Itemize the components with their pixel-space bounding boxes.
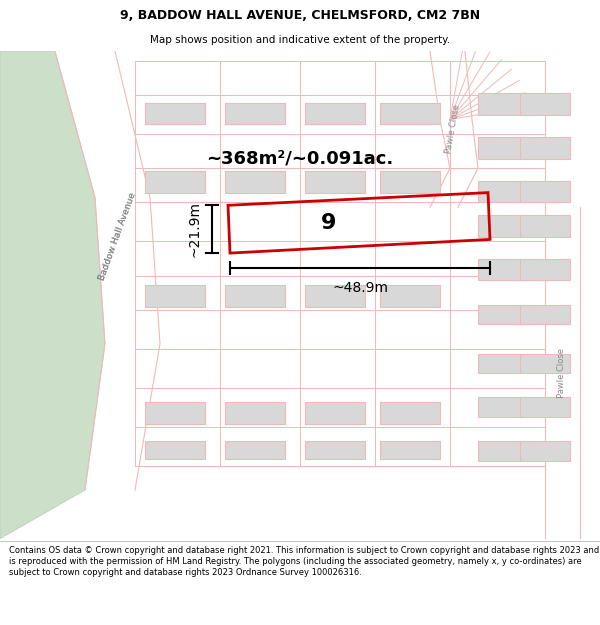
Text: Baddow Hall Avenue: Baddow Hall Avenue — [98, 191, 138, 282]
Polygon shape — [430, 51, 478, 208]
Bar — [380, 171, 440, 192]
Bar — [478, 181, 528, 203]
Text: Pawle Close: Pawle Close — [444, 104, 462, 154]
Bar — [478, 305, 528, 324]
Text: 9: 9 — [322, 213, 337, 232]
Bar — [478, 398, 528, 417]
Text: ~368m²/~0.091ac.: ~368m²/~0.091ac. — [206, 149, 394, 168]
Bar — [478, 137, 528, 159]
Bar — [380, 402, 440, 424]
Bar — [225, 402, 285, 424]
Text: Map shows position and indicative extent of the property.: Map shows position and indicative extent… — [150, 35, 450, 45]
Polygon shape — [0, 51, 105, 539]
Bar — [520, 137, 570, 159]
Bar — [225, 441, 285, 459]
Text: 9, BADDOW HALL AVENUE, CHELMSFORD, CM2 7BN: 9, BADDOW HALL AVENUE, CHELMSFORD, CM2 7… — [120, 9, 480, 22]
Bar — [520, 93, 570, 114]
Bar — [145, 402, 205, 424]
Bar — [478, 259, 528, 281]
Bar — [145, 285, 205, 307]
Text: ~21.9m: ~21.9m — [188, 201, 202, 258]
Bar — [520, 305, 570, 324]
Text: Contains OS data © Crown copyright and database right 2021. This information is : Contains OS data © Crown copyright and d… — [9, 546, 599, 577]
Text: Baddow Hall Avenue: Baddow Hall Avenue — [98, 191, 138, 282]
Bar — [478, 441, 528, 461]
Bar — [478, 93, 528, 114]
Bar — [145, 441, 205, 459]
Bar — [305, 402, 365, 424]
Polygon shape — [545, 208, 580, 539]
Bar — [380, 103, 440, 124]
Bar — [380, 285, 440, 307]
Bar — [520, 354, 570, 373]
Bar — [520, 441, 570, 461]
Text: ~48.9m: ~48.9m — [332, 281, 388, 296]
Bar — [305, 171, 365, 192]
Bar — [225, 103, 285, 124]
Bar — [145, 103, 205, 124]
Bar — [225, 285, 285, 307]
Bar — [520, 259, 570, 281]
Text: Pawle Close: Pawle Close — [557, 348, 566, 398]
Bar — [145, 171, 205, 192]
Bar — [380, 441, 440, 459]
Bar — [520, 215, 570, 236]
Bar — [305, 285, 365, 307]
Bar — [520, 398, 570, 417]
Bar — [305, 103, 365, 124]
Bar — [520, 181, 570, 203]
Bar — [478, 354, 528, 373]
Bar — [305, 441, 365, 459]
Bar — [478, 215, 528, 236]
Bar — [225, 171, 285, 192]
